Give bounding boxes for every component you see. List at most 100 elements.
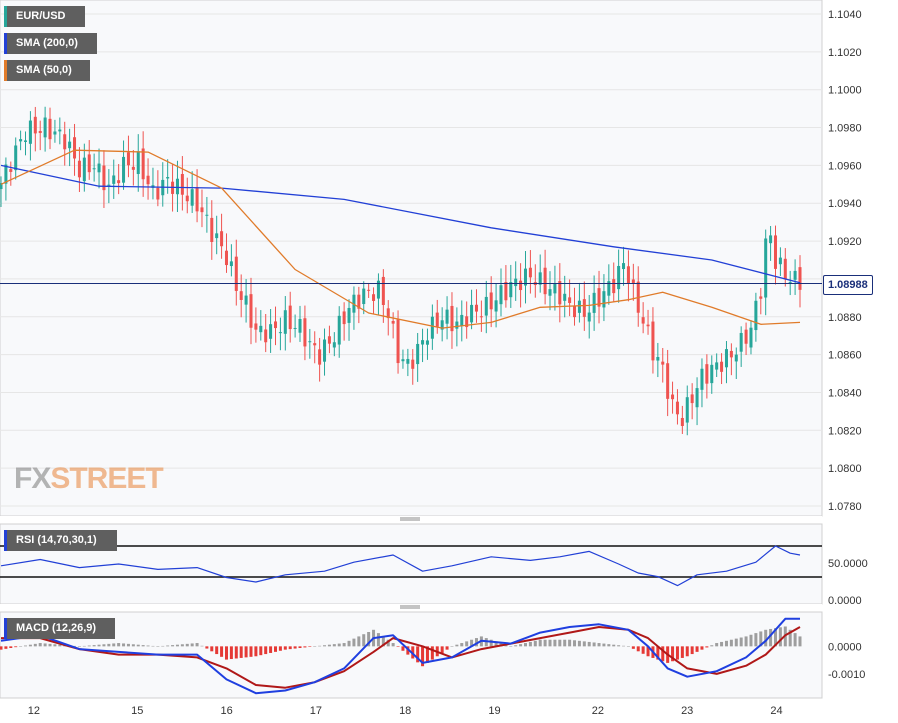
macd-axis: 0.0000 -0.0010 [828, 641, 865, 681]
candle-body [695, 388, 699, 408]
macd-histogram-bar [406, 646, 410, 655]
macd-histogram-bar [416, 646, 420, 663]
macd-histogram-bar [195, 643, 199, 647]
candle-body [720, 361, 724, 372]
candle-body [563, 293, 567, 301]
candle-body [318, 349, 322, 365]
candle-body [293, 327, 297, 329]
candle-body [739, 332, 743, 352]
time-tick-label: 23 [681, 705, 693, 717]
candle-body [53, 131, 57, 135]
macd-histogram-bar [489, 639, 493, 647]
candle-body [136, 151, 140, 175]
candle-body [406, 358, 410, 364]
legend-macd-swatch [4, 618, 7, 639]
candle-body [92, 168, 96, 170]
candle-body [759, 296, 763, 299]
candle-body [215, 233, 219, 239]
candle-body [63, 134, 67, 150]
legend-macd[interactable]: MACD (12,26,9) [4, 618, 115, 639]
macd-histogram-bar [563, 639, 567, 647]
main-grid [0, 13, 822, 507]
candle-body [224, 250, 228, 266]
macd-pane-divider-handle[interactable] [0, 604, 822, 612]
candle-body [58, 129, 62, 132]
candle-body [577, 300, 581, 313]
macd-histogram-bar [514, 645, 518, 647]
legend-sma200-label: SMA (200,0) [16, 37, 78, 49]
macd-zero-tick-label: 0.0000 [828, 641, 862, 653]
candle-body [680, 417, 684, 426]
candle-body [259, 325, 263, 333]
macd-histogram-bar [690, 646, 694, 655]
macd-histogram-bar [641, 646, 645, 654]
candle-body [396, 319, 400, 364]
macd-histogram-bar [298, 646, 302, 648]
legend-sma50[interactable]: SMA (50,0) [4, 60, 90, 81]
macd-histogram-bar [396, 646, 400, 647]
main-pane[interactable]: 1.1040 1.1020 1.1000 1.0980 1.0960 1.0940 1.09… [0, 0, 862, 517]
macd-histogram-bar [700, 646, 704, 650]
candle-body [445, 309, 449, 324]
candle-body [671, 394, 675, 400]
macd-histogram-bar [592, 642, 596, 647]
candle-body [754, 300, 758, 331]
sma50-line [0, 149, 801, 329]
macd-histogram-bar [401, 646, 405, 651]
candle-body [48, 118, 52, 140]
macd-histogram-bar [587, 641, 591, 647]
candle-body [543, 267, 547, 295]
candle-body [744, 329, 748, 344]
macd-histogram-bar [92, 645, 96, 647]
candle-body [254, 323, 258, 330]
legend-sma200[interactable]: SMA (200,0) [4, 33, 97, 54]
candle-body [283, 310, 287, 334]
candle-body [126, 152, 130, 166]
macd-histogram-bar [710, 645, 714, 647]
candle-body [710, 364, 714, 384]
macd-histogram-bar [87, 645, 91, 647]
candle-body [97, 163, 101, 173]
macd-histogram-bar [220, 646, 224, 657]
candle-body [190, 189, 194, 206]
macd-histogram-bar [274, 646, 278, 652]
legend-rsi[interactable]: RSI (14,70,30,1) [4, 530, 117, 551]
rsi-pane-divider-handle[interactable] [0, 516, 822, 523]
macd-pane[interactable]: 0.0000 -0.0010 [0, 611, 865, 699]
macd-histogram-bar [734, 638, 738, 647]
candle-body [68, 141, 72, 149]
macd-histogram-bar [519, 644, 523, 647]
price-tick-label: 1.1000 [828, 85, 862, 97]
legend-eurusd[interactable]: EUR/USD [4, 6, 85, 27]
price-tick-label: 1.1040 [828, 9, 862, 21]
macd-histogram-bar [430, 646, 434, 660]
macd-histogram-bar [342, 643, 346, 647]
candle-body [651, 321, 655, 361]
candle-body [685, 397, 689, 423]
rsi-pane[interactable]: 50.0000 0.0000 [0, 523, 868, 607]
macd-histogram-bar [577, 640, 581, 647]
candle-body [484, 296, 488, 316]
candle-body [33, 116, 37, 134]
macd-histogram-bar [205, 646, 209, 649]
candle-body [234, 256, 238, 291]
candle-body [4, 164, 8, 184]
macd-histogram-bar [323, 645, 327, 647]
candle-body [778, 257, 782, 265]
candle-body [773, 235, 778, 269]
candle-body [425, 340, 429, 345]
macd-histogram-bar [210, 646, 214, 652]
candle-body [180, 174, 184, 195]
macd-histogram-bar [622, 645, 626, 647]
candle-body [548, 289, 552, 296]
macd-histogram-bar [327, 644, 331, 647]
candle-body [298, 318, 302, 333]
macd-histogram-bar [538, 639, 542, 647]
macd-histogram-bar [293, 646, 297, 649]
candle-body [465, 316, 469, 328]
macd-histogram-bar [788, 629, 792, 647]
macd-histogram-bar [724, 640, 728, 647]
macd-histogram-bar [58, 644, 62, 647]
macd-histogram-bar [14, 646, 18, 648]
